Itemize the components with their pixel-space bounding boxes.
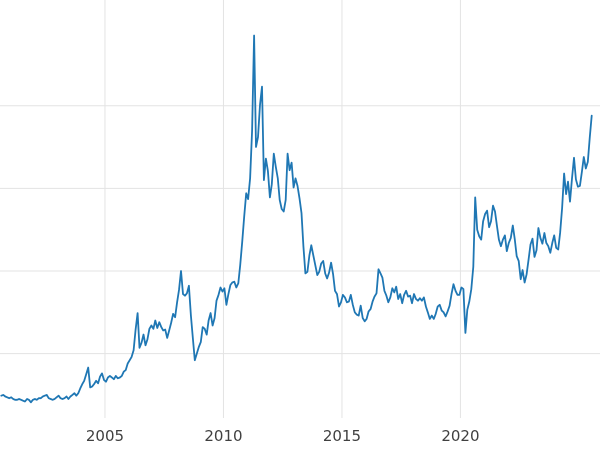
x-axis-tick-labels: 2005 2010 2015 2020 bbox=[86, 427, 480, 445]
x-tick-label: 2015 bbox=[323, 427, 361, 445]
chart-gridlines bbox=[0, 0, 600, 418]
x-tick-label: 2005 bbox=[86, 427, 124, 445]
price-line-series bbox=[0, 34, 593, 404]
x-tick-label: 2020 bbox=[441, 427, 479, 445]
price-line bbox=[0, 34, 593, 404]
x-tick-label: 2010 bbox=[204, 427, 242, 445]
